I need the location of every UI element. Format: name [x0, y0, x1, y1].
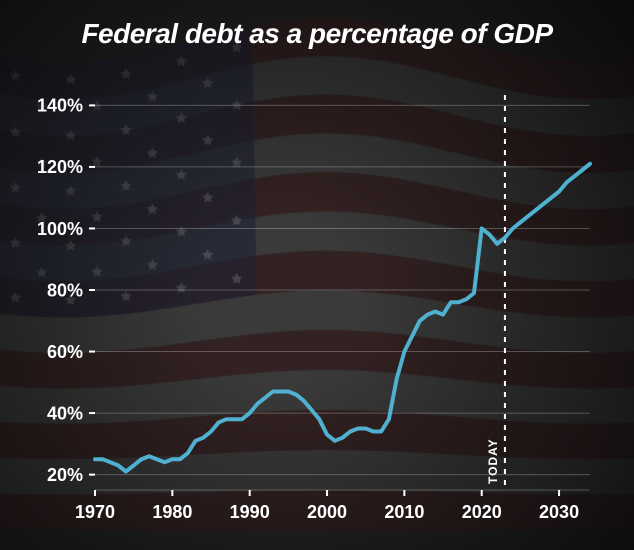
x-tick-label: 1970: [75, 502, 115, 522]
y-tick-label: 80%: [47, 280, 83, 300]
chart-root: Federal debt as a percentage of GDP 20%4…: [0, 0, 634, 550]
x-tick-label: 1980: [152, 502, 192, 522]
x-tick-label: 2010: [384, 502, 424, 522]
y-tick-label: 20%: [47, 465, 83, 485]
y-tick-label: 40%: [47, 403, 83, 423]
today-label: TODAY: [486, 438, 500, 484]
x-tick-label: 2030: [539, 502, 579, 522]
y-tick-label: 100%: [37, 219, 83, 239]
x-tick-label: 1990: [230, 502, 270, 522]
y-tick-label: 60%: [47, 342, 83, 362]
debt-series-line: [95, 164, 590, 472]
y-tick-label: 140%: [37, 96, 83, 116]
x-tick-label: 2020: [462, 502, 502, 522]
y-tick-label: 120%: [37, 157, 83, 177]
x-tick-label: 2000: [307, 502, 347, 522]
plot-area: 20% 40% 60% 80% 100% 120% 140% 1970 1980 1990 2000…: [0, 0, 634, 550]
